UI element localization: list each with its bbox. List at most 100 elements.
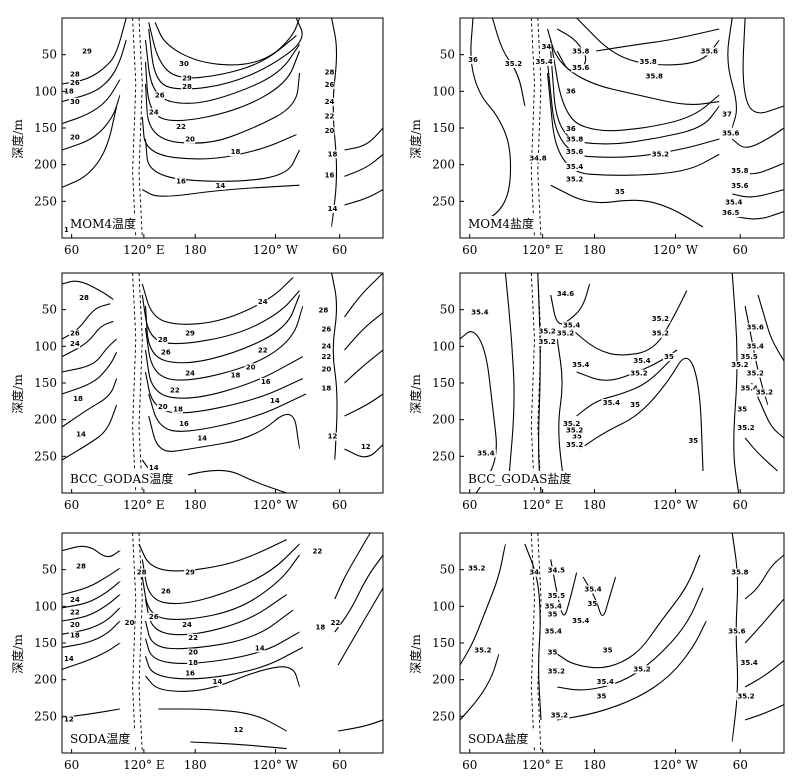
contour-label-bg: [745, 323, 766, 332]
x-tick-label: 60: [462, 243, 477, 257]
contour-label-bg: [543, 627, 564, 636]
contour-label-bg: [565, 148, 585, 157]
coastal-dashed-contour: [537, 17, 542, 239]
contour-label: 30: [70, 98, 80, 106]
contour-label-bg: [745, 342, 766, 351]
y-axis-label: 深度/m: [10, 634, 25, 674]
contour-label-bg: [69, 133, 80, 142]
contour-line: [144, 138, 300, 182]
contour-label-bg: [320, 325, 332, 334]
coastal-dashed-contour: [132, 532, 137, 754]
contour-label-bg: [571, 47, 591, 56]
contour-label-bg: [586, 600, 598, 609]
panel-title-bg: [68, 471, 188, 487]
coastal-dashed-contour: [132, 272, 137, 494]
contour-line: [61, 545, 121, 558]
contour-label-bg: [323, 81, 335, 89]
contour-label-bg: [81, 47, 92, 56]
contour-line: [731, 532, 739, 743]
panel-title: SODA温度: [70, 731, 130, 746]
contour-label-bg: [320, 384, 332, 393]
contour-label-bg: [69, 596, 80, 604]
contour-label-bg: [326, 150, 338, 159]
contour-label-bg: [359, 443, 371, 452]
contour-label: 20: [322, 365, 332, 373]
contour-line: [144, 609, 294, 650]
contour-label-bg: [159, 587, 171, 596]
contour-line: [546, 28, 720, 105]
y-tick-label: 150: [432, 376, 455, 390]
contour-label: 35.4: [603, 399, 620, 407]
contour-label: 26: [322, 326, 332, 334]
contour-line: [154, 17, 301, 66]
panel-4: 35.435.234.635.235.235.435.235.435.235.4…: [408, 272, 785, 512]
contour-label: 35.2: [548, 667, 565, 675]
contour-label-bg: [754, 388, 775, 397]
contour-label-bg: [214, 181, 226, 190]
contour-label: 35.6: [722, 129, 739, 137]
contour-label-bg: [721, 209, 741, 218]
contour-label: 18: [173, 405, 183, 413]
contour-label-bg: [565, 441, 585, 449]
contour-line: [144, 39, 300, 104]
contour-line: [142, 184, 300, 197]
contour-line: [61, 338, 118, 373]
contour-label-bg: [739, 384, 760, 393]
contour-line: [556, 28, 587, 72]
contour-line: [344, 393, 384, 417]
contour-label-bg: [320, 342, 332, 351]
contour-label-bg: [229, 371, 241, 380]
contour-line: [344, 127, 384, 151]
contour-label: 24: [322, 342, 332, 350]
contour-line: [742, 17, 785, 114]
contour-line: [334, 554, 384, 633]
panel-title: SODA盐度: [468, 731, 528, 746]
contour-label-bg: [614, 188, 625, 197]
contour-label-bg: [730, 181, 750, 190]
contour-label: 28: [325, 68, 335, 76]
contour-label-bg: [211, 677, 223, 686]
x-tick-label: 120° W: [653, 758, 699, 772]
contour-label-bg: [175, 177, 186, 186]
contour-label-bg: [565, 162, 585, 171]
contour-label-bg: [184, 369, 195, 378]
panel-1: 2928263020183029282624222018161428262422…: [10, 17, 384, 257]
x-tick-label: 60: [462, 758, 477, 772]
contour-label: 35.2: [747, 370, 764, 378]
contour-line: [141, 276, 294, 325]
contour-label: 26: [161, 588, 171, 596]
contour-label: 22: [322, 353, 332, 361]
contour-line: [144, 50, 301, 122]
contour-label-bg: [546, 667, 567, 676]
y-tick-label: 150: [34, 636, 57, 650]
contour-label-bg: [565, 125, 576, 134]
contour-label-bg: [323, 68, 335, 77]
contour-line: [61, 642, 121, 670]
contour-label-bg: [172, 405, 183, 414]
contour-label-bg: [561, 321, 582, 330]
contour-label-bg: [467, 564, 487, 573]
contour-label: 18: [70, 632, 80, 640]
contour-label: 12: [361, 443, 371, 451]
contour-label: 22: [70, 609, 80, 617]
contour-label: 35.4: [471, 309, 488, 317]
contour-line: [144, 349, 304, 399]
contour-line: [61, 567, 121, 596]
y-tick-label: 150: [432, 121, 455, 135]
contour-line: [576, 356, 675, 417]
contour-label-bg: [601, 399, 622, 407]
contour-label: 22: [312, 548, 322, 556]
contour-line: [459, 543, 506, 666]
contour-label-bg: [181, 83, 192, 92]
y-tick-label: 250: [34, 709, 57, 723]
contour-label-bg: [528, 568, 540, 577]
coastal-dashed-contour: [530, 272, 535, 494]
y-tick-label: 250: [432, 449, 455, 463]
y-tick-label: 50: [42, 303, 57, 317]
contour-line: [344, 189, 384, 206]
contour-label: 16: [176, 178, 186, 186]
contour-label: 14: [216, 182, 226, 190]
contour-label: 18: [315, 623, 325, 631]
contour-label: 35.8: [731, 167, 748, 175]
